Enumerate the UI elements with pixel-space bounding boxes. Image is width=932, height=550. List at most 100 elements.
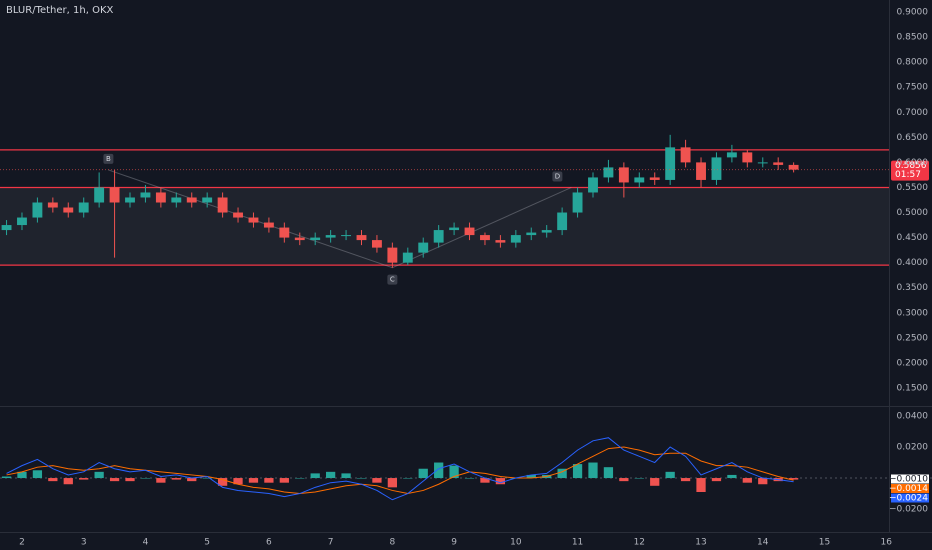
y-tick-label: 0.3500 bbox=[897, 283, 929, 293]
histogram-bar bbox=[125, 478, 135, 482]
value-badge-label: −0.0010 bbox=[889, 475, 928, 485]
candle-body bbox=[634, 177, 645, 183]
x-tick-label: 13 bbox=[695, 538, 706, 548]
candle-body bbox=[696, 162, 706, 180]
candle-body bbox=[186, 197, 197, 203]
x-tick-label: 12 bbox=[634, 538, 645, 548]
y-tick-label: 0.5500 bbox=[897, 183, 929, 193]
histogram-bar bbox=[696, 478, 706, 492]
candle-body bbox=[449, 227, 460, 231]
histogram-bar bbox=[94, 471, 104, 479]
y-tick-label: 0.7000 bbox=[897, 108, 929, 118]
candle-body bbox=[649, 177, 660, 180]
y-tick-label: 0.1500 bbox=[897, 383, 929, 393]
y-tick-label: 0.6500 bbox=[897, 133, 929, 143]
histogram-bar bbox=[449, 465, 459, 479]
annotation-box bbox=[552, 171, 563, 182]
histogram-bar bbox=[264, 478, 274, 483]
candle-body bbox=[140, 192, 151, 198]
y-tick-label: 0.4500 bbox=[897, 233, 929, 243]
macd-line bbox=[6, 446, 794, 495]
candle-body bbox=[526, 232, 537, 236]
histogram-bar bbox=[109, 478, 120, 482]
histogram-bar bbox=[619, 478, 629, 482]
y-tick-label: 0.0200 bbox=[897, 443, 929, 453]
candle-body bbox=[402, 252, 413, 263]
value-badge bbox=[891, 474, 929, 484]
candle-body bbox=[325, 235, 336, 238]
candle-body bbox=[32, 202, 43, 218]
x-tick-label: 6 bbox=[266, 538, 272, 548]
x-tick-label: 5 bbox=[204, 538, 210, 548]
x-tick-label: 14 bbox=[757, 538, 769, 548]
histogram-bar bbox=[310, 473, 320, 479]
candle-body bbox=[711, 157, 722, 180]
candle-body bbox=[17, 217, 27, 226]
candle-body bbox=[788, 164, 799, 170]
histogram-bar bbox=[434, 462, 444, 479]
price-badge-label: 0.5856 bbox=[895, 161, 927, 171]
candle-body bbox=[47, 202, 58, 208]
y-tick-label: 0.9000 bbox=[897, 8, 929, 18]
candle-body bbox=[742, 152, 753, 163]
candle-body bbox=[356, 235, 367, 241]
y-tick-label: 0.4000 bbox=[897, 258, 929, 268]
price-badge bbox=[891, 160, 929, 181]
y-tick-label: 0.7500 bbox=[897, 83, 929, 93]
candle-body bbox=[279, 227, 290, 238]
candle-body bbox=[480, 235, 490, 241]
histogram-bar bbox=[526, 474, 536, 479]
histogram-bar bbox=[202, 478, 212, 479]
histogram-bar bbox=[326, 471, 336, 479]
histogram-bar bbox=[588, 462, 598, 479]
x-tick-label: 9 bbox=[451, 538, 457, 548]
candle-body bbox=[371, 240, 382, 248]
histogram-bar bbox=[295, 478, 305, 479]
annotation-box bbox=[103, 153, 114, 164]
histogram-bar bbox=[557, 468, 567, 479]
candle-body bbox=[78, 202, 89, 213]
x-tick-label: 7 bbox=[328, 538, 334, 548]
y-tick-label: 0.6000 bbox=[897, 158, 929, 168]
candle-body bbox=[125, 197, 135, 203]
y-tick-label: −0.0200 bbox=[889, 505, 928, 515]
value-badge bbox=[891, 484, 929, 493]
y-tick-label: 0.3000 bbox=[897, 308, 929, 318]
countdown-label: 01:57 bbox=[895, 170, 921, 180]
histogram-bar bbox=[156, 478, 166, 483]
histogram-bar bbox=[495, 478, 506, 485]
histogram-bar bbox=[279, 478, 289, 483]
histogram-bar bbox=[356, 478, 367, 479]
histogram-bar bbox=[1, 476, 12, 479]
candle-body bbox=[433, 230, 444, 243]
histogram-bar bbox=[418, 468, 428, 479]
histogram-bar bbox=[187, 478, 197, 482]
x-tick-label: 3 bbox=[81, 538, 87, 548]
x-tick-label: 16 bbox=[880, 538, 892, 548]
histogram-bar bbox=[372, 478, 382, 483]
histogram-bar bbox=[711, 478, 722, 482]
y-tick-label: 0.2000 bbox=[897, 358, 929, 368]
candle-body bbox=[109, 187, 120, 203]
value-badge-label: −0.0014 bbox=[889, 484, 928, 494]
histogram-bar bbox=[480, 478, 490, 483]
annotation-label: C bbox=[390, 276, 395, 284]
histogram-bar bbox=[758, 478, 768, 485]
candle-body bbox=[773, 162, 784, 165]
histogram-bar bbox=[233, 478, 243, 485]
candle-body bbox=[155, 192, 166, 203]
histogram-bar bbox=[387, 478, 397, 488]
chart-title: BLUR/Tether, 1h, OKX bbox=[6, 5, 113, 16]
value-badge bbox=[891, 493, 929, 503]
x-tick-label: 8 bbox=[390, 538, 396, 548]
y-tick-label: 0.8000 bbox=[897, 58, 929, 68]
histogram-bar bbox=[603, 467, 614, 479]
histogram-bar bbox=[742, 478, 752, 483]
candle-body bbox=[618, 167, 629, 183]
candle-body bbox=[588, 177, 598, 193]
annotation-label: B bbox=[106, 155, 111, 163]
y-tick-label: 0.8500 bbox=[897, 33, 929, 43]
histogram-bar bbox=[727, 474, 737, 479]
